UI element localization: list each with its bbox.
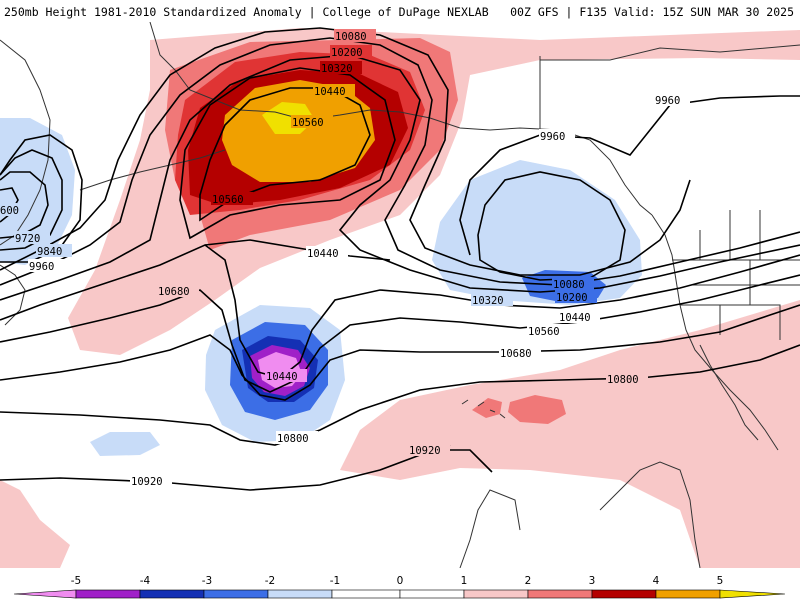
alaska-coastline	[149, 22, 653, 216]
model-run-info: 00Z GFS | F135 Valid: 15Z SUN MAR 30 202…	[510, 5, 794, 19]
anomaly-neg1-west	[0, 118, 75, 265]
kamchatka-coast	[0, 39, 51, 246]
contour-label-10560-east: 10560	[528, 326, 560, 338]
aleutian-chain	[79, 149, 226, 191]
colorbar-tick-pos1: 1	[461, 575, 468, 587]
contour-label-10440-mid: 10440	[307, 248, 339, 260]
colorbar-swatch-neg4	[75, 589, 141, 599]
contour-10320	[0, 54, 800, 301]
contour-labels: 10080 10200 10320 10440 10560 10560 1044…	[0, 29, 690, 488]
contour-label-10320-east: 10320	[472, 295, 504, 307]
anomaly-pos2-blob-1	[472, 398, 502, 418]
colorbar-swatch-neutral-neg	[331, 589, 401, 599]
contour-label-10440-low: 10440	[266, 371, 298, 383]
us-state-lines	[672, 210, 800, 340]
contour-label-10920-east: 10920	[409, 445, 441, 457]
colorbar-tick-pos3: 3	[589, 575, 596, 587]
contour-label-9720-west: 9720	[15, 233, 40, 245]
contour-label-9960-ne: 9960	[655, 95, 680, 107]
coastlines	[0, 22, 800, 568]
colorbar-swatch-neg1	[267, 589, 333, 599]
colorbar-swatch-pos1	[463, 589, 529, 599]
contour-label-10680-west: 10680	[158, 286, 190, 298]
weather-map: 10080 10200 10320 10440 10560 10560 1044…	[0, 22, 800, 568]
colorbar-swatches	[13, 589, 786, 599]
contour-10920-west	[0, 444, 451, 491]
colorbar-tick-pos5: 5	[717, 575, 724, 587]
map-title: 250mb Height 1981-2010 Standardized Anom…	[4, 5, 489, 19]
colorbar-tick-neg2: -2	[265, 575, 275, 587]
contour-9960-low	[477, 171, 626, 281]
contour-label-10800-low: 10800	[277, 433, 309, 445]
contour-label-10080: 10080	[335, 31, 367, 43]
colorbar-swatch-neg5-tip	[13, 589, 77, 599]
colorbar-swatch-pos2	[527, 589, 593, 599]
contour-label-9840-west: 9840	[37, 246, 62, 258]
contour-label-10080-east: 10080	[553, 279, 585, 291]
contour-9600-west	[0, 187, 19, 223]
contour-label-10320: 10320	[321, 63, 353, 75]
anomaly-neg1-east	[432, 160, 642, 305]
contour-label-10560-west: 10560	[212, 194, 244, 206]
contour-label-10200: 10200	[331, 47, 363, 59]
contour-label-10800-east: 10800	[607, 374, 639, 386]
south-pacific-coast	[459, 461, 701, 568]
colorbar-tick-pos2: 2	[525, 575, 532, 587]
contour-10800	[0, 344, 800, 446]
colorbar-swatch-neutral-pos	[399, 589, 465, 599]
colorbar-tick-neg3: -3	[202, 575, 212, 587]
contour-label-9960-east: 9960	[540, 131, 565, 143]
contour-label-10440-east: 10440	[559, 312, 591, 324]
contour-label-10200-east: 10200	[556, 292, 588, 304]
colorbar-tick-pos4: 4	[653, 575, 660, 587]
west-coast-na	[651, 214, 779, 451]
contour-label-10920-west: 10920	[131, 476, 163, 488]
colorbar-swatch-neg2	[203, 589, 269, 599]
contour-label-9600-west: 600	[0, 205, 19, 217]
colorbar-swatch-pos3	[591, 589, 657, 599]
contour-label-10560-high: 10560	[292, 117, 324, 129]
colorbar-swatch-neg3	[139, 589, 205, 599]
anomaly-pos1-region-south	[340, 300, 800, 568]
contour-10440-high	[179, 67, 396, 240]
anomaly-colorbar: -5 -4 -3 -2 -1 0 1 2 3 4 5	[13, 575, 786, 599]
anomaly-pos2-blob-2	[508, 395, 566, 424]
contour-label-10680-east: 10680	[500, 348, 532, 360]
contour-10680	[0, 304, 800, 401]
colorbar-tick-0: 0	[397, 575, 404, 587]
contour-10080	[0, 27, 691, 276]
colorbar-tick-neg4: -4	[140, 575, 151, 587]
anomaly-pos1-region-sw	[0, 480, 70, 568]
contour-label-9960-west: 9960	[29, 261, 54, 273]
positive-anomaly-fills	[0, 28, 800, 568]
map-header: 250mb Height 1981-2010 Standardized Anom…	[0, 0, 800, 22]
baja-coast	[699, 344, 759, 441]
colorbar-tick-neg1: -1	[330, 575, 340, 587]
colorbar-ticks: -5 -4 -3 -2 -1 0 1 2 3 4 5	[71, 575, 724, 587]
colorbar-swatch-pos5-tip	[719, 589, 786, 599]
colorbar-tick-neg5: -5	[71, 575, 81, 587]
colorbar-swatch-pos4	[655, 589, 721, 599]
anomaly-neg1-sw	[90, 432, 160, 456]
contour-9960-east	[459, 95, 800, 256]
contour-10560	[0, 274, 800, 393]
hawaii-islands	[461, 399, 506, 419]
contour-10440-north	[0, 244, 800, 379]
contour-label-10440: 10440	[314, 86, 346, 98]
